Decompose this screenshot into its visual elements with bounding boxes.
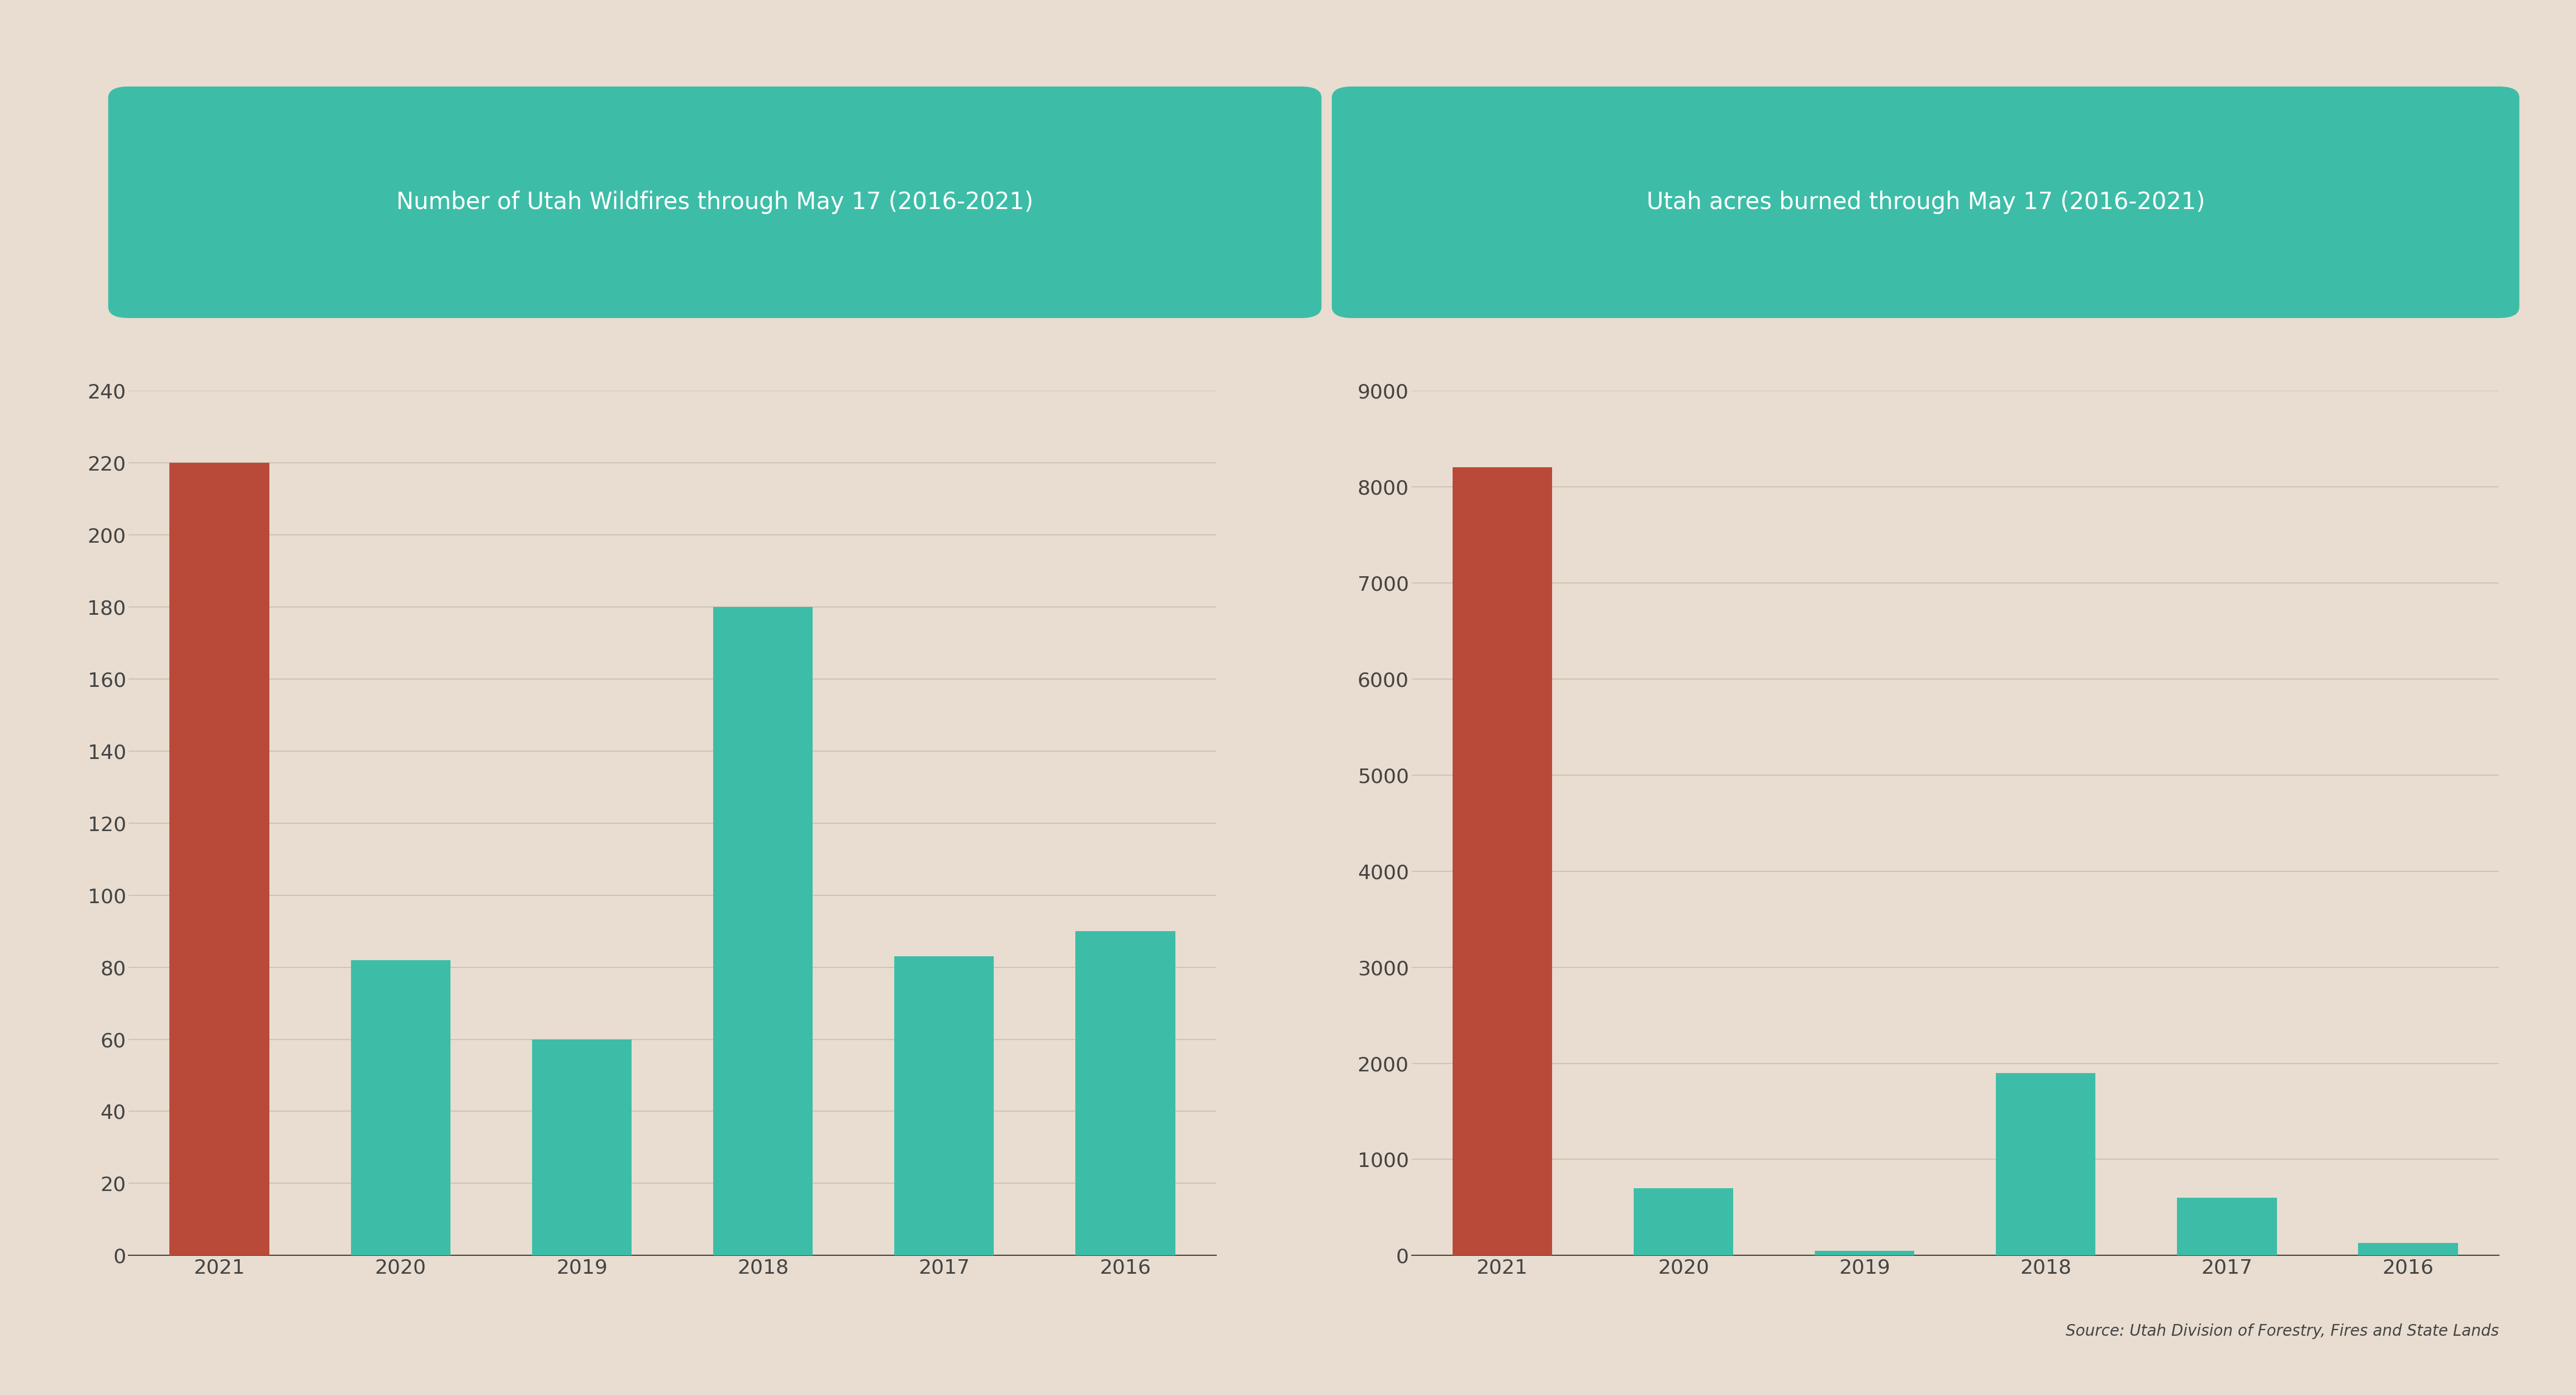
Bar: [1814, 1251, 1914, 1256]
Bar: [1996, 1073, 2097, 1256]
Bar: [531, 1039, 631, 1256]
Text: Source: Utah Division of Forestry, Fires and State Lands: Source: Utah Division of Forestry, Fires…: [2066, 1324, 2499, 1339]
Bar: [1633, 1189, 1734, 1256]
Bar: [2177, 1198, 2277, 1256]
Bar: [1077, 932, 1175, 1256]
Bar: [2357, 1243, 2458, 1256]
Bar: [350, 960, 451, 1256]
Text: Number of Utah Wildfires through May 17 (2016-2021): Number of Utah Wildfires through May 17 …: [397, 191, 1033, 213]
Text: Utah acres burned through May 17 (2016-2021): Utah acres burned through May 17 (2016-2…: [1646, 191, 2205, 213]
Bar: [894, 957, 994, 1256]
Bar: [1453, 467, 1551, 1255]
Bar: [170, 463, 270, 1256]
Bar: [714, 607, 814, 1256]
